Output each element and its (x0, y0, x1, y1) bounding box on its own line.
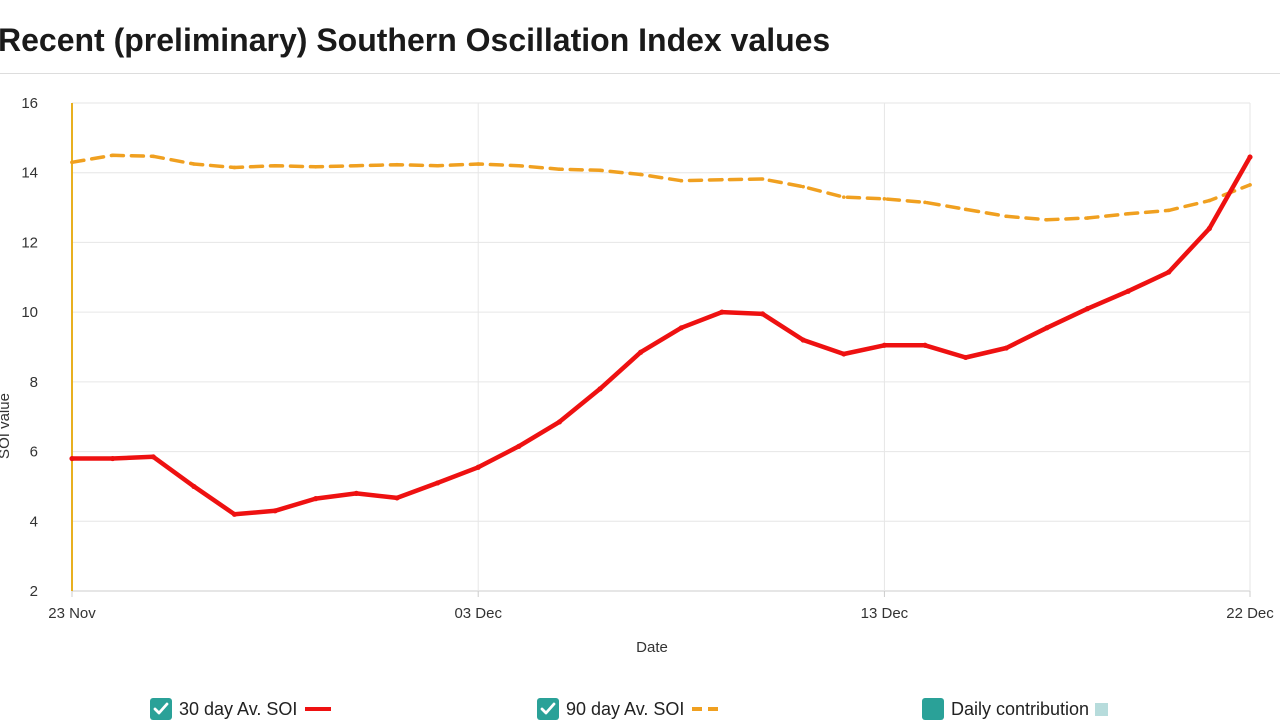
page-title: Recent (preliminary) Southern Oscillatio… (0, 22, 831, 58)
chart-legend: 30 day Av. SOI 90 day Av. SOI Daily cont… (0, 698, 1280, 722)
checkbox-daily-contribution[interactable] (922, 698, 944, 720)
light-teal-square-swatch (1095, 702, 1109, 716)
series-30-day-soi-point (759, 311, 766, 317)
legend-item-daily-contribution[interactable]: Daily contribution (922, 698, 1109, 720)
series-30-day-soi-point (719, 309, 725, 315)
series-30-day-soi-point (922, 342, 928, 348)
series-90-day-soi-point (679, 178, 684, 183)
checkmark-icon (540, 702, 556, 715)
series-90-day-soi-point (70, 160, 74, 165)
legend-label: Daily contribution (951, 698, 1090, 719)
series-90-day-soi-point (435, 163, 440, 168)
x-tick-label: 03 Dec (454, 605, 502, 622)
series-layer (69, 153, 1253, 517)
series-90-day-soi-point (395, 162, 399, 167)
series-30-day-soi-point (516, 443, 522, 449)
legend-item-30-day-soi[interactable]: 30 day Av. SOI (150, 698, 333, 720)
checkbox-30-day-soi[interactable] (150, 698, 172, 720)
series-90-day-soi-point (1085, 216, 1090, 220)
y-tick-label: 16 (21, 95, 38, 112)
x-axis-title: Date (636, 639, 668, 656)
series-90-day-soi-point (598, 168, 602, 173)
y-tick-label: 6 (30, 444, 38, 461)
x-tick-label: 13 Dec (861, 605, 909, 622)
series-90-day-soi-point (517, 163, 521, 168)
y-axis-title: SOI value (0, 393, 13, 459)
series-90-day-soi-point (1166, 208, 1171, 213)
checkbox-90-day-soi[interactable] (537, 698, 559, 720)
y-tick-label: 8 (30, 374, 38, 391)
series-30-day-soi-point (272, 508, 278, 514)
series-90-day-soi-point (1248, 183, 1252, 187)
series-90-day-soi-point (476, 162, 481, 166)
series-30-day-soi-line (69, 154, 1253, 517)
series-30-day-soi-point (678, 325, 684, 331)
checkmark-icon (153, 702, 169, 715)
series-30-day-soi-point (1044, 325, 1050, 331)
y-tick-label: 4 (30, 513, 38, 530)
series-90-day-soi-point (192, 162, 196, 166)
series-90-day-soi-point (720, 177, 724, 182)
y-tick-label: 10 (21, 304, 38, 321)
series-30-day-soi-point (69, 455, 75, 462)
series-90-day-soi-point (963, 207, 968, 212)
series-30-day-soi-point (150, 454, 156, 460)
series-30-day-soi-point (394, 495, 400, 501)
series-90-day-soi-point (110, 153, 115, 158)
dashed-orange-line-swatch (692, 707, 723, 711)
series-30-day-soi-point (800, 337, 806, 343)
series-90-day-soi-point (923, 200, 927, 205)
series-30-day-soi-point (231, 511, 238, 517)
series-30-day-soi-point (556, 419, 563, 425)
series-30-day-soi-point (841, 351, 847, 357)
y-tick-label: 14 (21, 165, 38, 182)
series-90-day-soi-point (1045, 217, 1049, 222)
series-90-day-soi-point (882, 197, 887, 201)
series-30-day-soi-point (1084, 306, 1091, 312)
series-90-day-soi-line (70, 153, 1252, 222)
series-90-day-soi-point (638, 172, 643, 177)
series-90-day-soi-point (1126, 212, 1130, 216)
series-90-day-soi-point (841, 195, 846, 199)
x-axis: 23 Nov 03 Dec 13 Dec 22 Dec (48, 591, 1274, 622)
series-30-day-soi-point (313, 496, 319, 502)
series-30-day-soi-point (110, 455, 116, 462)
series-30-day-soi-point (1206, 225, 1212, 232)
series-30-day-soi-point (597, 386, 603, 392)
legend-item-90-day-soi[interactable]: 90 day Av. SOI (537, 698, 724, 720)
title-divider (0, 73, 1280, 74)
series-30-day-soi-point (191, 483, 197, 490)
series-90-day-soi-point (760, 177, 765, 181)
series-30-day-soi-point (353, 490, 359, 496)
series-30-day-soi-point (881, 342, 888, 348)
x-tick-label: 23 Nov (48, 605, 96, 622)
series-90-day-soi-point (151, 154, 156, 159)
y-tick-label: 2 (30, 583, 38, 600)
series-90-day-soi-point (273, 163, 277, 168)
series-30-day-soi-point (1247, 154, 1253, 160)
series-30-day-soi-point (638, 349, 644, 355)
series-30-day-soi-point (963, 354, 969, 361)
x-tick-label: 22 Dec (1226, 605, 1274, 622)
series-30-day-soi-point (1003, 345, 1009, 351)
series-90-day-soi-point (801, 184, 805, 189)
series-30-day-soi-point (1166, 269, 1172, 275)
soi-line-chart: 2 4 6 8 10 12 14 16 23 Nov 03 Dec 13 Dec 22 Dec Da… (0, 95, 1274, 656)
legend-label: 90 day Av. SOI (566, 698, 685, 719)
series-90-day-soi-point (354, 163, 359, 168)
legend-label: 30 day Av. SOI (179, 698, 298, 719)
y-tick-label: 12 (21, 234, 38, 251)
series-90-day-soi-point (313, 164, 318, 169)
series-90-day-soi-point (232, 165, 237, 170)
series-90-day-soi-point (557, 167, 562, 172)
solid-red-line-swatch (305, 707, 332, 711)
y-axis: 2 4 6 8 10 12 14 16 (21, 95, 38, 600)
series-90-day-soi-point (1004, 214, 1009, 219)
series-90-day-soi-point (1207, 198, 1212, 203)
series-30-day-soi-point (1125, 288, 1131, 294)
series-30-day-soi-point (434, 480, 441, 486)
series-30-day-soi-point (475, 464, 481, 470)
